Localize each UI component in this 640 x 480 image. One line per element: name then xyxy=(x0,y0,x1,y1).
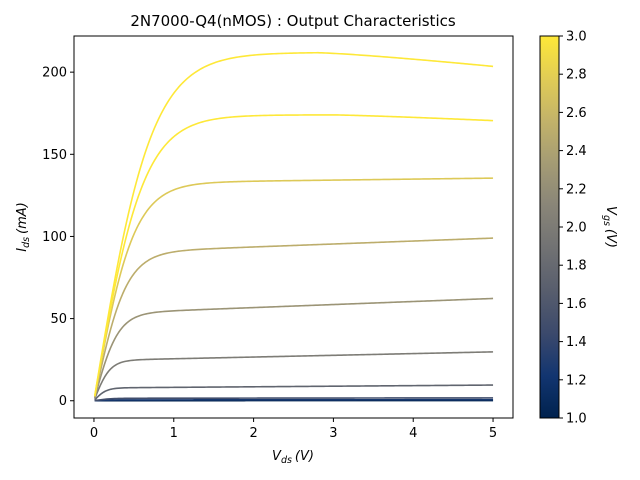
plot-frame xyxy=(73,35,514,419)
y-tick-label: 50 xyxy=(50,312,67,327)
colorbar-ticks: 1.0 1.2 1.4 1.6 1.8 2.0 2.2 2.4 2.6 2.8 3.0 xyxy=(559,30,587,427)
x-axis-label-unit: (V) xyxy=(295,449,314,464)
y-axis-label: Ids (mA) xyxy=(15,202,32,252)
colorbar xyxy=(539,35,560,419)
x-axis-label-base: V xyxy=(272,449,282,464)
curve-vgs-2-75 xyxy=(93,177,494,397)
colorbar-tick-label: 1.2 xyxy=(566,373,587,388)
x-axis-ticks: 0 1 2 3 4 5 xyxy=(90,418,497,441)
colorbar-tick-label: 1.4 xyxy=(566,335,587,350)
colorbar-tick-label: 2.6 xyxy=(566,106,587,121)
curve-vgs-1-5 xyxy=(94,397,494,402)
x-tick-label: 2 xyxy=(249,426,257,441)
x-tick-label: 4 xyxy=(409,426,417,441)
curves-group xyxy=(93,51,494,402)
curve-vgs-1-75 xyxy=(94,384,494,401)
y-tick-label: 100 xyxy=(42,230,67,245)
colorbar-tick-label: 2.2 xyxy=(566,182,587,197)
y-axis-ticks: 0 50 100 150 200 xyxy=(42,66,74,409)
y-axis-label-unit: (mA) xyxy=(15,202,30,234)
curve-vgs-2-5 xyxy=(93,237,494,398)
colorbar-tick-label: 1.0 xyxy=(566,412,587,427)
curve-vgs-3 xyxy=(93,114,494,397)
curve-vgs-1-25 xyxy=(94,398,494,402)
y-axis-label-base: I xyxy=(15,248,30,252)
chart-title: 2N7000-Q4(nMOS) : Output Characteristics xyxy=(130,12,456,30)
y-tick-label: 0 xyxy=(59,394,67,409)
x-tick-label: 0 xyxy=(90,426,98,441)
x-tick-label: 3 xyxy=(329,426,337,441)
curve-vgs-2-25 xyxy=(93,297,494,399)
colorbar-label-base: V xyxy=(603,206,618,216)
x-tick-label: 5 xyxy=(489,426,497,441)
colorbar-tick-label: 1.6 xyxy=(566,297,587,312)
y-tick-label: 150 xyxy=(42,148,67,163)
colorbar-label-unit: (V) xyxy=(603,229,618,248)
curve-vgs-2 xyxy=(94,351,494,400)
x-tick-label: 1 xyxy=(170,426,178,441)
colorbar-tick-label: 1.8 xyxy=(566,259,587,274)
curve-vgs-3-25 xyxy=(93,51,494,397)
y-axis-label-sub: ds xyxy=(21,237,32,248)
y-tick-label: 200 xyxy=(42,66,67,81)
colorbar-tick-label: 2.4 xyxy=(566,144,587,159)
colorbar-tick-label: 2.8 xyxy=(566,68,587,83)
x-axis-label: Vds (V) xyxy=(272,449,314,466)
x-axis-label-sub: ds xyxy=(281,455,292,466)
colorbar-tick-label: 2.0 xyxy=(566,221,587,236)
colorbar-tick-label: 3.0 xyxy=(566,30,587,45)
colorbar-label-sub: gs xyxy=(601,215,612,226)
colorbar-label: Vgs (V) xyxy=(601,206,618,248)
